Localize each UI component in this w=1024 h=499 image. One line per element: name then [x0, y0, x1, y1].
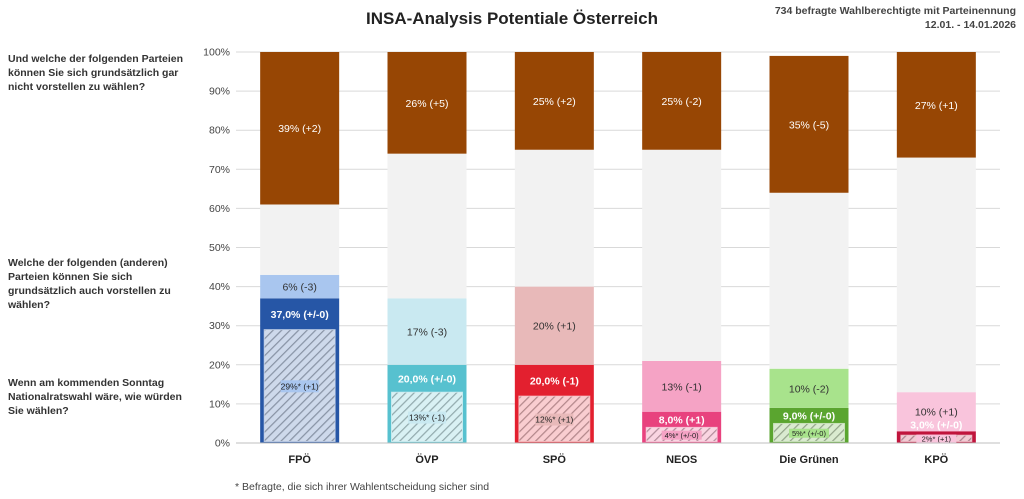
- bar-reject-0: [260, 52, 340, 205]
- y-tick-label: 70%: [209, 164, 230, 176]
- question-reject: Und welche der folgenden Parteien können…: [8, 53, 184, 93]
- label-reject-4: 35% (-5): [789, 119, 829, 131]
- y-tick-label: 0%: [215, 438, 230, 450]
- label-sure-4: 5%* (+/-0): [792, 429, 826, 438]
- chart-title: INSA-Analysis Potentiale Österreich: [366, 9, 658, 28]
- label-vote-4: 9,0% (+/-0): [783, 411, 835, 423]
- label-consider-3: 13% (-1): [662, 381, 702, 393]
- label-vote-3: 8,0% (+1): [659, 415, 705, 427]
- bar-reject-4: [769, 55, 849, 193]
- bar-none-3: [642, 149, 722, 361]
- y-tick-label: 80%: [209, 125, 230, 137]
- label-consider-4: 10% (-2): [789, 383, 829, 395]
- label-vote-0: 37,0% (+/-0): [271, 309, 329, 321]
- label-sure-5: 2%* (+1): [922, 435, 952, 444]
- label-reject-3: 25% (-2): [662, 96, 702, 108]
- label-vote-5: 3,0% (+/-0): [910, 419, 962, 431]
- bar-reject-3: [642, 52, 722, 150]
- bar-none-4: [769, 192, 849, 369]
- survey-info: 734 befragte Wahlberechtigte mit Partein…: [775, 4, 1016, 32]
- label-sure-1: 13%* (-1): [409, 413, 445, 423]
- label-sure-bg-2: [535, 413, 574, 426]
- bar-none-0: [260, 204, 340, 275]
- bar-none-1: [387, 153, 467, 299]
- category-label-3: NEOS: [666, 454, 697, 466]
- label-sure-0: 29%* (+1): [281, 381, 319, 391]
- y-tick-label: 10%: [209, 398, 230, 410]
- question-vote: Wenn am kommenden Sonntag Nationalratswa…: [8, 377, 182, 417]
- bar-consider-1: [387, 298, 467, 365]
- category-label-1: ÖVP: [415, 453, 438, 466]
- category-label-0: FPÖ: [288, 453, 311, 466]
- sample-size: 734 befragte Wahlberechtigte mit Partein…: [774, 5, 1016, 17]
- bar-reject-2: [514, 52, 594, 150]
- survey-dates: 12.01. - 14.01.2026: [924, 19, 1016, 31]
- bar-consider-5: [896, 392, 976, 432]
- y-tick-label: 60%: [209, 203, 230, 215]
- footnote: * Befragte, die sich ihrer Wahlentscheid…: [235, 481, 490, 493]
- bar-consider-0: [260, 274, 340, 299]
- label-sure-bg-3: [661, 430, 702, 440]
- bar-consider-2: [514, 286, 594, 365]
- category-label-2: SPÖ: [543, 453, 567, 466]
- y-tick-label: 30%: [209, 320, 230, 332]
- label-vote-1: 20,0% (+/-0): [398, 373, 456, 385]
- label-reject-5: 27% (+1): [915, 100, 958, 112]
- label-sure-bg-4: [789, 428, 829, 438]
- label-sure-bg-1: [408, 411, 446, 424]
- label-sure-bg-0: [280, 380, 319, 393]
- y-tick-label: 90%: [209, 86, 230, 98]
- bar-none-5: [896, 157, 976, 393]
- label-reject-2: 25% (+2): [533, 96, 576, 108]
- category-label-5: KPÖ: [924, 453, 948, 466]
- category-label-4: Die Grünen: [779, 454, 839, 466]
- y-tick-label: 100%: [203, 47, 230, 59]
- label-reject-0: 39% (+2): [278, 123, 321, 135]
- y-tick-label: 50%: [209, 242, 230, 254]
- y-tick-label: 20%: [209, 359, 230, 371]
- label-sure-2: 12%* (+1): [535, 415, 573, 425]
- bar-reject-5: [896, 52, 976, 158]
- bar-none-2: [514, 149, 594, 287]
- label-consider-5: 10% (+1): [915, 407, 958, 419]
- label-consider-2: 20% (+1): [533, 321, 576, 333]
- question-consider: Welche der folgenden (anderen) Parteien …: [8, 257, 171, 311]
- label-sure-3: 4%* (+/-0): [665, 431, 699, 440]
- label-vote-2: 20,0% (-1): [530, 375, 579, 387]
- label-reject-1: 26% (+5): [406, 98, 449, 110]
- bar-consider-3: [642, 360, 722, 412]
- y-tick-label: 40%: [209, 281, 230, 293]
- bar-consider-4: [769, 368, 849, 408]
- label-consider-0: 6% (-3): [282, 282, 316, 294]
- bar-reject-1: [387, 52, 467, 154]
- label-consider-1: 17% (-3): [407, 327, 447, 339]
- label-sure-bg-5: [916, 434, 957, 444]
